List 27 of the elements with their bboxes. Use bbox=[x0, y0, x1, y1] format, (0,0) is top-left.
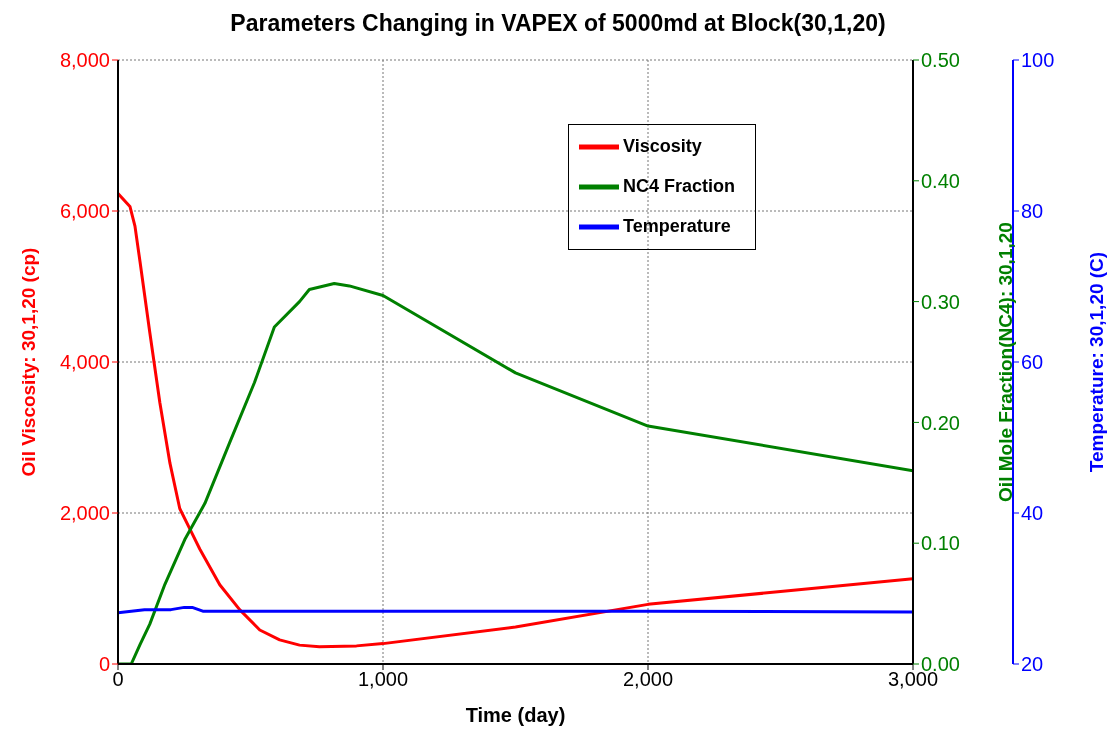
y3-tick-label: 80 bbox=[1021, 200, 1044, 223]
x-axis-title: Time (day) bbox=[465, 704, 566, 726]
y2-tick-label: 0.20 bbox=[921, 411, 960, 434]
y-tick-label: 0 bbox=[98, 653, 110, 676]
y-tick-label: 8,000 bbox=[59, 49, 110, 72]
y2-tick-label: 0.50 bbox=[921, 49, 960, 72]
x-tick-label: 1,000 bbox=[357, 668, 409, 691]
y-tick-label: 2,000 bbox=[59, 502, 110, 525]
x-tick-label: 2,000 bbox=[622, 668, 674, 691]
y2-tick-label: 0.10 bbox=[921, 532, 960, 555]
y3-tick-label: 20 bbox=[1021, 653, 1044, 676]
y3-tick-label: 40 bbox=[1021, 502, 1044, 525]
line-series bbox=[118, 192, 913, 649]
y2-tick-label: 0.30 bbox=[921, 290, 960, 313]
y3-tick-label: 60 bbox=[1021, 351, 1044, 374]
y2-tick-label: 0.40 bbox=[921, 169, 960, 192]
legend-label: NC4 Fraction bbox=[623, 175, 736, 196]
y2-axis-title: Oil Mole Fraction(NC4): 30,1,20 bbox=[994, 222, 1016, 502]
x-tick-label: 0 bbox=[112, 668, 124, 691]
y3-axis-title: Temperature: 30,1,20 (C) bbox=[1085, 251, 1107, 473]
y-axis-title: Oil Viscosity: 30,1,20 (cp) bbox=[17, 247, 39, 477]
legend-label: Temperature bbox=[623, 215, 731, 236]
y-tick-label: 6,000 bbox=[59, 200, 110, 223]
y3-tick-label: 100 bbox=[1021, 49, 1055, 72]
y-tick-label: 4,000 bbox=[59, 351, 110, 374]
chart-title: Parameters Changing in VAPEX of 5000md at Block(30,1,20) bbox=[229, 9, 887, 38]
legend-label: Viscosity bbox=[623, 135, 702, 156]
